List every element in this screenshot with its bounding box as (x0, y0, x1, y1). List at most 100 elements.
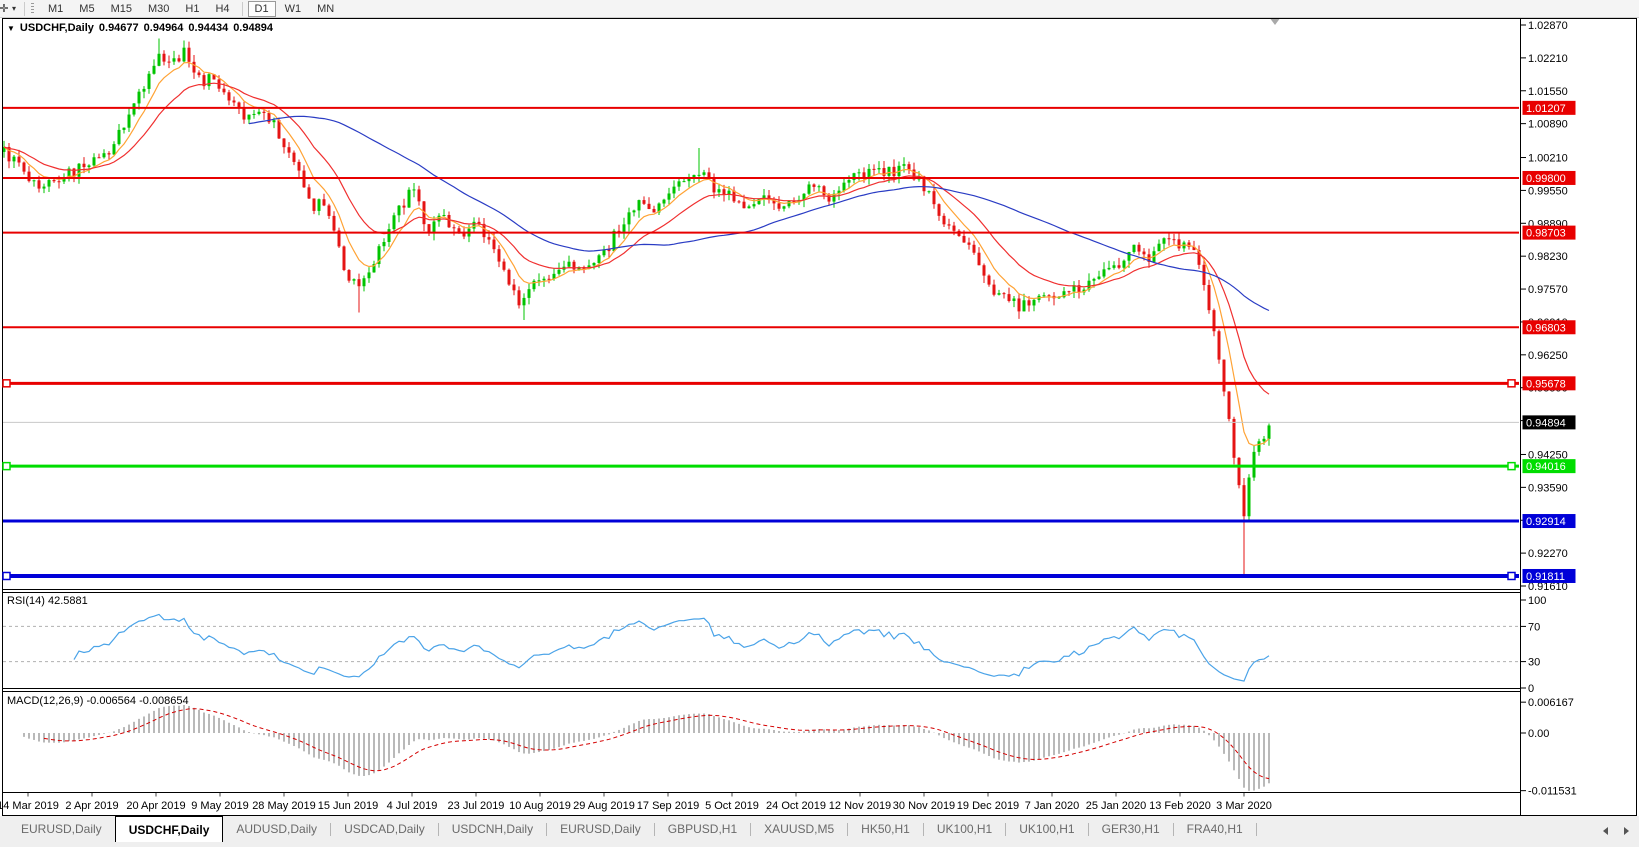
hline-handle[interactable] (2, 379, 11, 388)
x-axis-date-label: 25 Jan 2020 (1086, 800, 1147, 812)
price-tick-label: 1.02210 (1528, 53, 1568, 65)
time-scale[interactable]: 14 Mar 2019 2 Apr 2019 20 Apr 2019 9 May 20… (0, 793, 1272, 812)
crosshair-mode-icon[interactable]: ✛ (0, 3, 9, 15)
candle-body (1112, 265, 1116, 268)
candle-body (1137, 244, 1141, 252)
candle-body (47, 180, 51, 187)
timeframe-button-MN[interactable]: MN (317, 2, 335, 15)
chart-tab-XAUUSD-M5[interactable]: XAUUSD,M5 (764, 822, 835, 836)
x-axis-date-label: 5 Oct 2019 (705, 800, 759, 812)
timeframe-button-W1[interactable]: W1 (284, 2, 302, 15)
candle-body (482, 223, 486, 238)
chart-title[interactable]: ▼ USDCHF,Daily 0.94677 0.94964 0.94434 0… (7, 22, 273, 34)
chart-tab-EURUSD-Daily[interactable]: EURUSD,Daily (21, 822, 102, 836)
hline-handle[interactable] (1507, 571, 1516, 581)
hline-handle[interactable] (2, 461, 11, 471)
candle-body (707, 172, 711, 178)
hline-handle[interactable] (2, 571, 11, 581)
chart-tab-HK50-H1[interactable]: HK50,H1 (861, 822, 910, 836)
x-axis-date-label: 17 Sep 2019 (637, 800, 699, 812)
candle-body (697, 174, 701, 176)
candle-body (1197, 250, 1201, 265)
hline-price-label-text: 0.98703 (1526, 228, 1566, 240)
timeframe-button-H1[interactable]: H1 (185, 2, 200, 15)
candle-body (1042, 295, 1046, 297)
hline-price-label[interactable]: 0.94016 (1522, 459, 1576, 474)
candle-body (987, 275, 991, 285)
candle-body (1092, 278, 1096, 281)
tab-divider (1255, 823, 1257, 836)
candle-body (177, 58, 181, 62)
chart-tab-EURUSD-Daily[interactable]: EURUSD,Daily (560, 822, 641, 836)
timeframe-button-M1[interactable]: M1 (48, 2, 64, 15)
chart-tab-USDCNH-Daily[interactable]: USDCNH,Daily (451, 822, 534, 836)
candle-body (267, 112, 271, 123)
candle-body (402, 205, 406, 208)
hline-handle[interactable] (1507, 461, 1516, 471)
candle-body (1172, 239, 1176, 241)
x-axis-date-label: 29 Aug 2019 (573, 800, 635, 812)
candle-body (737, 201, 741, 203)
chevron-down-icon[interactable]: ▾ (12, 4, 17, 13)
candle-body (427, 224, 431, 234)
x-axis-date-label: 4 Jul 2019 (387, 800, 438, 812)
chart-tab-UK100-H1[interactable]: UK100,H1 (1019, 822, 1075, 836)
hline-price-label[interactable]: 0.91811 (1522, 568, 1576, 583)
candle-body (967, 242, 971, 245)
hline-price-label-text: 0.96803 (1526, 322, 1566, 334)
chart-tab-USDCAD-Daily[interactable]: USDCAD,Daily (344, 822, 425, 836)
timeframe-button-M15[interactable]: M15 (110, 2, 132, 15)
chart-tab-UK100-H1[interactable]: UK100,H1 (936, 822, 993, 836)
chart-tab-FRA40-H1[interactable]: FRA40,H1 (1186, 822, 1243, 836)
candle-body (522, 297, 526, 306)
toolbar-grip[interactable] (31, 2, 35, 15)
chart-tab-AUDUSD-Daily[interactable]: AUDUSD,Daily (236, 822, 318, 836)
candle-body (1062, 291, 1066, 298)
hline-price-label[interactable]: 1.01207 (1522, 100, 1576, 115)
timeframe-button-H4[interactable]: H4 (215, 2, 230, 15)
toolbar-separator (241, 1, 243, 16)
hline-price-label[interactable]: 0.92914 (1522, 514, 1576, 529)
x-axis-date-label: 28 May 2019 (252, 800, 316, 812)
candle-body (1002, 293, 1006, 295)
current-price-label[interactable]: 0.94894 (1522, 415, 1576, 430)
hline-price-label[interactable]: 0.96803 (1522, 320, 1576, 335)
hline-price-label[interactable]: 0.98703 (1522, 225, 1576, 240)
candle-body (927, 191, 931, 193)
candle-body (152, 65, 156, 74)
candle-body (1122, 260, 1126, 268)
candle-body (652, 208, 656, 213)
ma-slow-line (248, 115, 1270, 312)
candle-body (32, 180, 36, 182)
x-axis-date-label: 3 Mar 2020 (1216, 800, 1272, 812)
hline-price-label[interactable]: 0.95678 (1522, 376, 1576, 391)
candle-body (122, 127, 126, 130)
candle-body (187, 47, 191, 62)
candle-body (42, 186, 46, 189)
candle-body (877, 168, 881, 170)
candle-body (107, 153, 111, 155)
hline-price-label[interactable]: 0.99800 (1522, 170, 1576, 185)
tab-divider (750, 823, 752, 836)
candle-body (437, 215, 441, 222)
candle-body (1077, 285, 1081, 293)
candle-body (1247, 477, 1251, 517)
candle-body (1007, 294, 1011, 301)
chart-tab-GER30-H1[interactable]: GER30,H1 (1101, 822, 1160, 836)
candle-body (222, 88, 226, 93)
candle-body (517, 290, 521, 306)
x-axis-date-label: 9 May 2019 (191, 800, 248, 812)
tab-scroll-right-icon[interactable] (1624, 827, 1629, 835)
candle-body (202, 75, 206, 87)
chart-tab-USDCHF-Daily[interactable]: USDCHF,Daily (114, 816, 224, 842)
chart-title-caret-icon[interactable]: ▼ (7, 23, 15, 33)
chart-tab-GBPUSD-H1[interactable]: GBPUSD,H1 (667, 822, 738, 836)
rsi-line (73, 613, 1270, 682)
timeframe-button-M5[interactable]: M5 (79, 2, 95, 15)
timeframe-button-M30[interactable]: M30 (147, 2, 170, 15)
tab-scroll-left-icon[interactable] (1603, 827, 1608, 835)
hline-handle[interactable] (1507, 379, 1516, 388)
timeframe-button-D1[interactable]: D1 (247, 0, 276, 17)
candle-body (72, 168, 76, 177)
